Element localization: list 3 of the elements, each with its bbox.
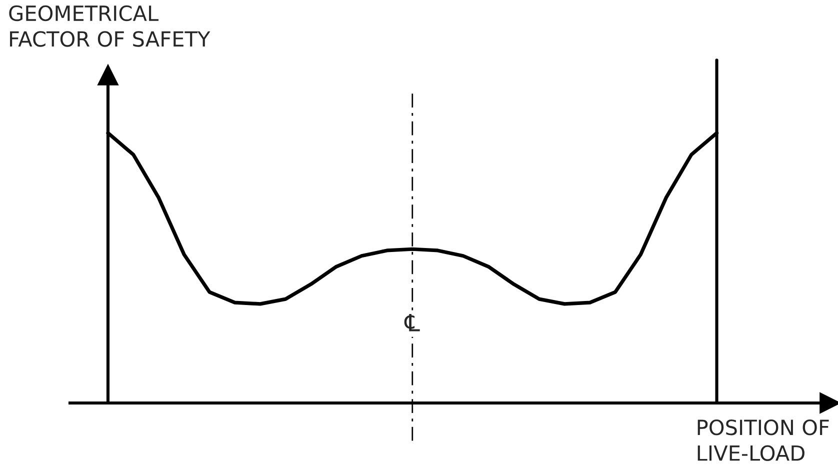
x-axis-title: POSITION OF LIVE-LOAD — [698, 420, 829, 461]
y-axis-title: GEOMETRICAL FACTOR OF SAFETY — [9, 5, 210, 47]
annotation: ℄ — [404, 314, 420, 332]
